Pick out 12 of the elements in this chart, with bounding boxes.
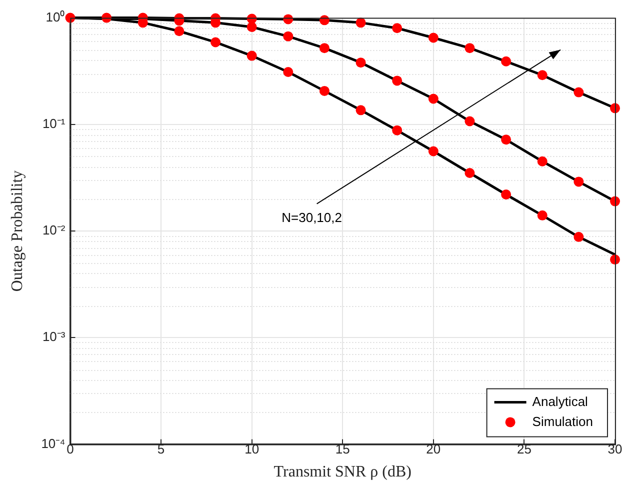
y-tick-label: 10⁻⁴ bbox=[41, 436, 66, 451]
y-tick-label: 10⁰ bbox=[46, 9, 66, 24]
annotation: N=30,10,2 bbox=[282, 210, 342, 225]
y-tick-label: 10⁻³ bbox=[42, 329, 66, 344]
x-tick-label: 0 bbox=[66, 442, 74, 457]
legend-label: Simulation bbox=[532, 414, 594, 429]
legend-label: Analytical bbox=[532, 394, 588, 409]
x-tick-label: 30 bbox=[608, 442, 622, 457]
x-axis-title: Transmit SNR ρ (dB) bbox=[274, 464, 412, 481]
y-tick-label: 10⁻¹ bbox=[42, 116, 66, 131]
y-tick-label: 10⁻² bbox=[42, 222, 66, 238]
y-axis-title: Outage Probability bbox=[8, 170, 26, 292]
